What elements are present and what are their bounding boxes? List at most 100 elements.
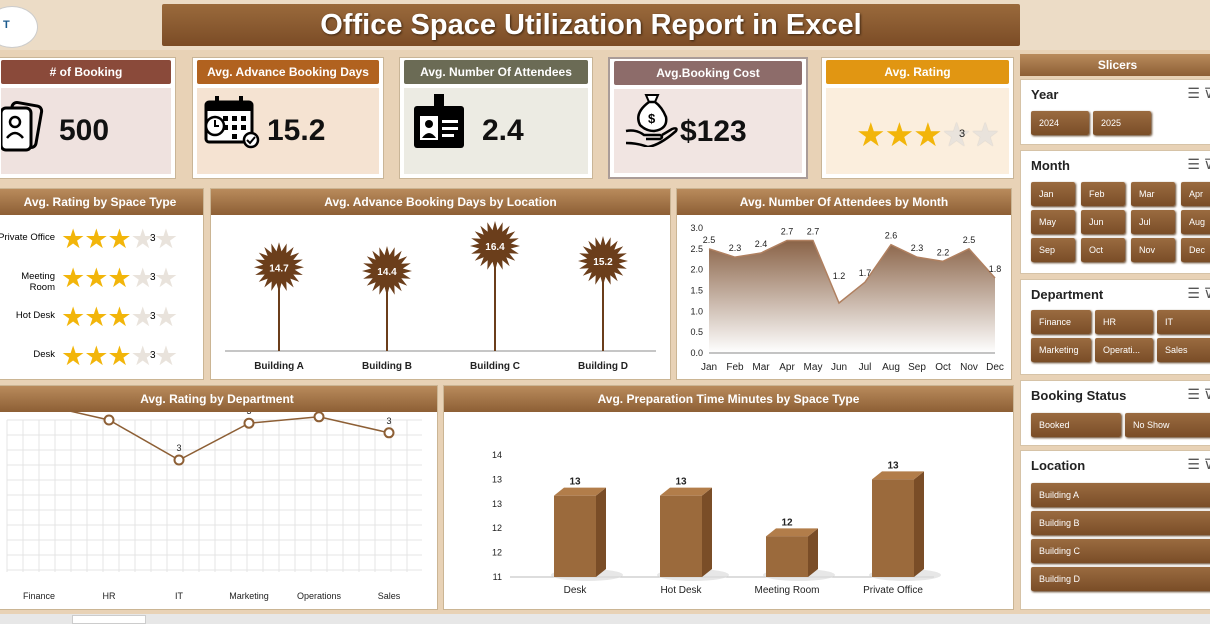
- row-stars: ★★★★★: [61, 263, 178, 293]
- slicer-item-sales[interactable]: Sales: [1157, 338, 1210, 362]
- x-tick-label: Jun: [831, 362, 847, 373]
- slicer-item-building-c[interactable]: Building C: [1031, 539, 1210, 563]
- bar: [872, 479, 914, 577]
- x-tick-label: May: [804, 362, 823, 373]
- bar-side: [808, 528, 818, 577]
- multi-select-icon[interactable]: ☰ ⊽: [1187, 85, 1210, 101]
- slicer-item-dec[interactable]: Dec: [1181, 238, 1210, 262]
- x-tick-label: Dec: [986, 362, 1004, 373]
- x-tick-label: Apr: [779, 362, 795, 373]
- svg-text:$: $: [648, 111, 656, 126]
- x-tick-label: Oct: [935, 362, 951, 373]
- slicer-item-2024[interactable]: 2024: [1031, 111, 1089, 135]
- data-point: [173, 454, 185, 466]
- row-stars: ★★★★★: [61, 341, 178, 371]
- slicer-item-oct[interactable]: Oct: [1081, 238, 1125, 262]
- sheet-tab-active[interactable]: [72, 615, 146, 624]
- row-label: Hot Desk: [15, 310, 55, 321]
- kpi-label: # of Booking: [1, 60, 171, 84]
- rating-stars: ★★★★★: [856, 116, 1000, 153]
- multi-select-icon[interactable]: ☰ ⊽: [1187, 456, 1210, 472]
- slicer-item-aug[interactable]: Aug: [1181, 210, 1210, 234]
- bar: [660, 495, 702, 577]
- bar-side: [702, 487, 712, 577]
- calendar-icon: [204, 96, 260, 149]
- slicer-item-building-a[interactable]: Building A: [1031, 483, 1210, 507]
- slicer-item-building-d[interactable]: Building D: [1031, 567, 1210, 591]
- slicer-item-feb[interactable]: Feb: [1081, 182, 1125, 206]
- kpi-value: 500: [59, 114, 110, 147]
- slicer-item-may[interactable]: May: [1031, 210, 1075, 234]
- multi-select-icon[interactable]: ☰ ⊽: [1187, 285, 1210, 301]
- slicer-item-building-b[interactable]: Building B: [1031, 511, 1210, 535]
- y-tick-label: 2.0: [690, 265, 703, 275]
- slicer-item-2025[interactable]: 2025: [1093, 111, 1151, 135]
- data-label: 2.7: [807, 227, 820, 237]
- slicer-item-finance[interactable]: Finance: [1031, 310, 1091, 334]
- row-label: Private Office: [0, 232, 55, 243]
- panel-title: Avg. Advance Booking Days by Location: [211, 189, 670, 215]
- slicer-item-no-show[interactable]: No Show: [1125, 413, 1210, 437]
- x-tick-label: Operations: [297, 591, 342, 601]
- rating-value: 3: [959, 128, 966, 140]
- data-point: [383, 427, 395, 439]
- multi-select-icon[interactable]: ☰ ⊽: [1187, 156, 1210, 172]
- slicer-location: Location ☰ ⊽ Building A Building B Build…: [1020, 450, 1210, 610]
- data-point: [313, 412, 325, 423]
- row-stars: ★★★★★: [61, 302, 178, 332]
- slicer-title: Month: [1031, 158, 1070, 173]
- slicer-booking-status: Booking Status ☰ ⊽ Booked No Show: [1020, 380, 1210, 446]
- data-label: 13: [675, 477, 687, 488]
- x-tick-label: Aug: [882, 362, 900, 373]
- slicer-item-marketing[interactable]: Marketing: [1031, 338, 1091, 362]
- data-label: 2.5: [963, 235, 976, 245]
- advance-days-panel: Avg. Advance Booking Days by Location 14…: [210, 188, 671, 380]
- slicers-title: Slicers: [1020, 54, 1210, 76]
- slicer-item-jan[interactable]: Jan: [1031, 182, 1075, 206]
- kpi-value: $123: [680, 115, 747, 148]
- data-label: 14.7: [269, 263, 289, 274]
- slicer-item-hr[interactable]: HR: [1095, 310, 1153, 334]
- x-tick-label: Finance: [23, 591, 55, 601]
- prep-time-panel: Avg. Preparation Time Minutes by Space T…: [443, 385, 1014, 610]
- kpi-booking-cost-card: Avg.Booking Cost $ $123: [608, 57, 808, 179]
- row-label: Desk: [33, 349, 55, 360]
- y-tick-label: 0.5: [690, 327, 703, 337]
- bar-top: [766, 528, 818, 537]
- slicer-item-it[interactable]: IT: [1157, 310, 1210, 334]
- y-tick-label: 1.5: [690, 286, 703, 296]
- data-label: 3: [106, 412, 111, 413]
- x-tick-label: Building D: [578, 361, 628, 372]
- kpi-bookings-card: # of Booking 500: [0, 57, 176, 179]
- kpi-label: Avg.Booking Cost: [614, 61, 802, 85]
- slicer-item-sep[interactable]: Sep: [1031, 238, 1075, 262]
- slicer-item-operations[interactable]: Operati...: [1095, 338, 1153, 362]
- money-hand-icon: $: [625, 94, 678, 147]
- slicer-item-jun[interactable]: Jun: [1081, 210, 1125, 234]
- attendees-panel: Avg. Number Of Attendees by Month 0.0 0.5…: [676, 188, 1012, 380]
- row-value: 3: [150, 272, 156, 283]
- slicer-item-nov[interactable]: Nov: [1131, 238, 1175, 262]
- rating-by-space-panel: Avg. Rating by Space Type Private Office…: [0, 188, 204, 380]
- slicer-item-mar[interactable]: Mar: [1131, 182, 1175, 206]
- series-line: [70, 412, 390, 461]
- data-label: 13: [569, 477, 581, 488]
- panel-title: Avg. Preparation Time Minutes by Space T…: [444, 386, 1013, 412]
- data-label: 1.8: [989, 264, 1002, 274]
- slicer-title: Year: [1031, 87, 1059, 102]
- data-label: 2.5: [703, 235, 716, 245]
- data-label: 12: [781, 517, 793, 528]
- slicer-item-jul[interactable]: Jul: [1131, 210, 1175, 234]
- slicer-department: Department ☰ ⊽ Finance HR IT Marketing O…: [1020, 279, 1210, 375]
- multi-select-icon[interactable]: ☰ ⊽: [1187, 386, 1210, 402]
- page-title: Office Space Utilization Report in Excel: [162, 4, 1020, 46]
- kpi-value: 15.2: [267, 114, 326, 147]
- id-cards-icon: [1, 101, 44, 152]
- x-tick-label: IT: [175, 591, 184, 601]
- x-tick-label: Building C: [470, 361, 520, 372]
- slicer-item-booked[interactable]: Booked: [1031, 413, 1121, 437]
- slicer-month: Month ☰ ⊽ Jan Feb Mar Apr May Jun Jul Au…: [1020, 150, 1210, 274]
- row-value: 3: [150, 233, 156, 244]
- slicer-item-apr[interactable]: Apr: [1181, 182, 1210, 206]
- data-label: 1.7: [859, 268, 872, 278]
